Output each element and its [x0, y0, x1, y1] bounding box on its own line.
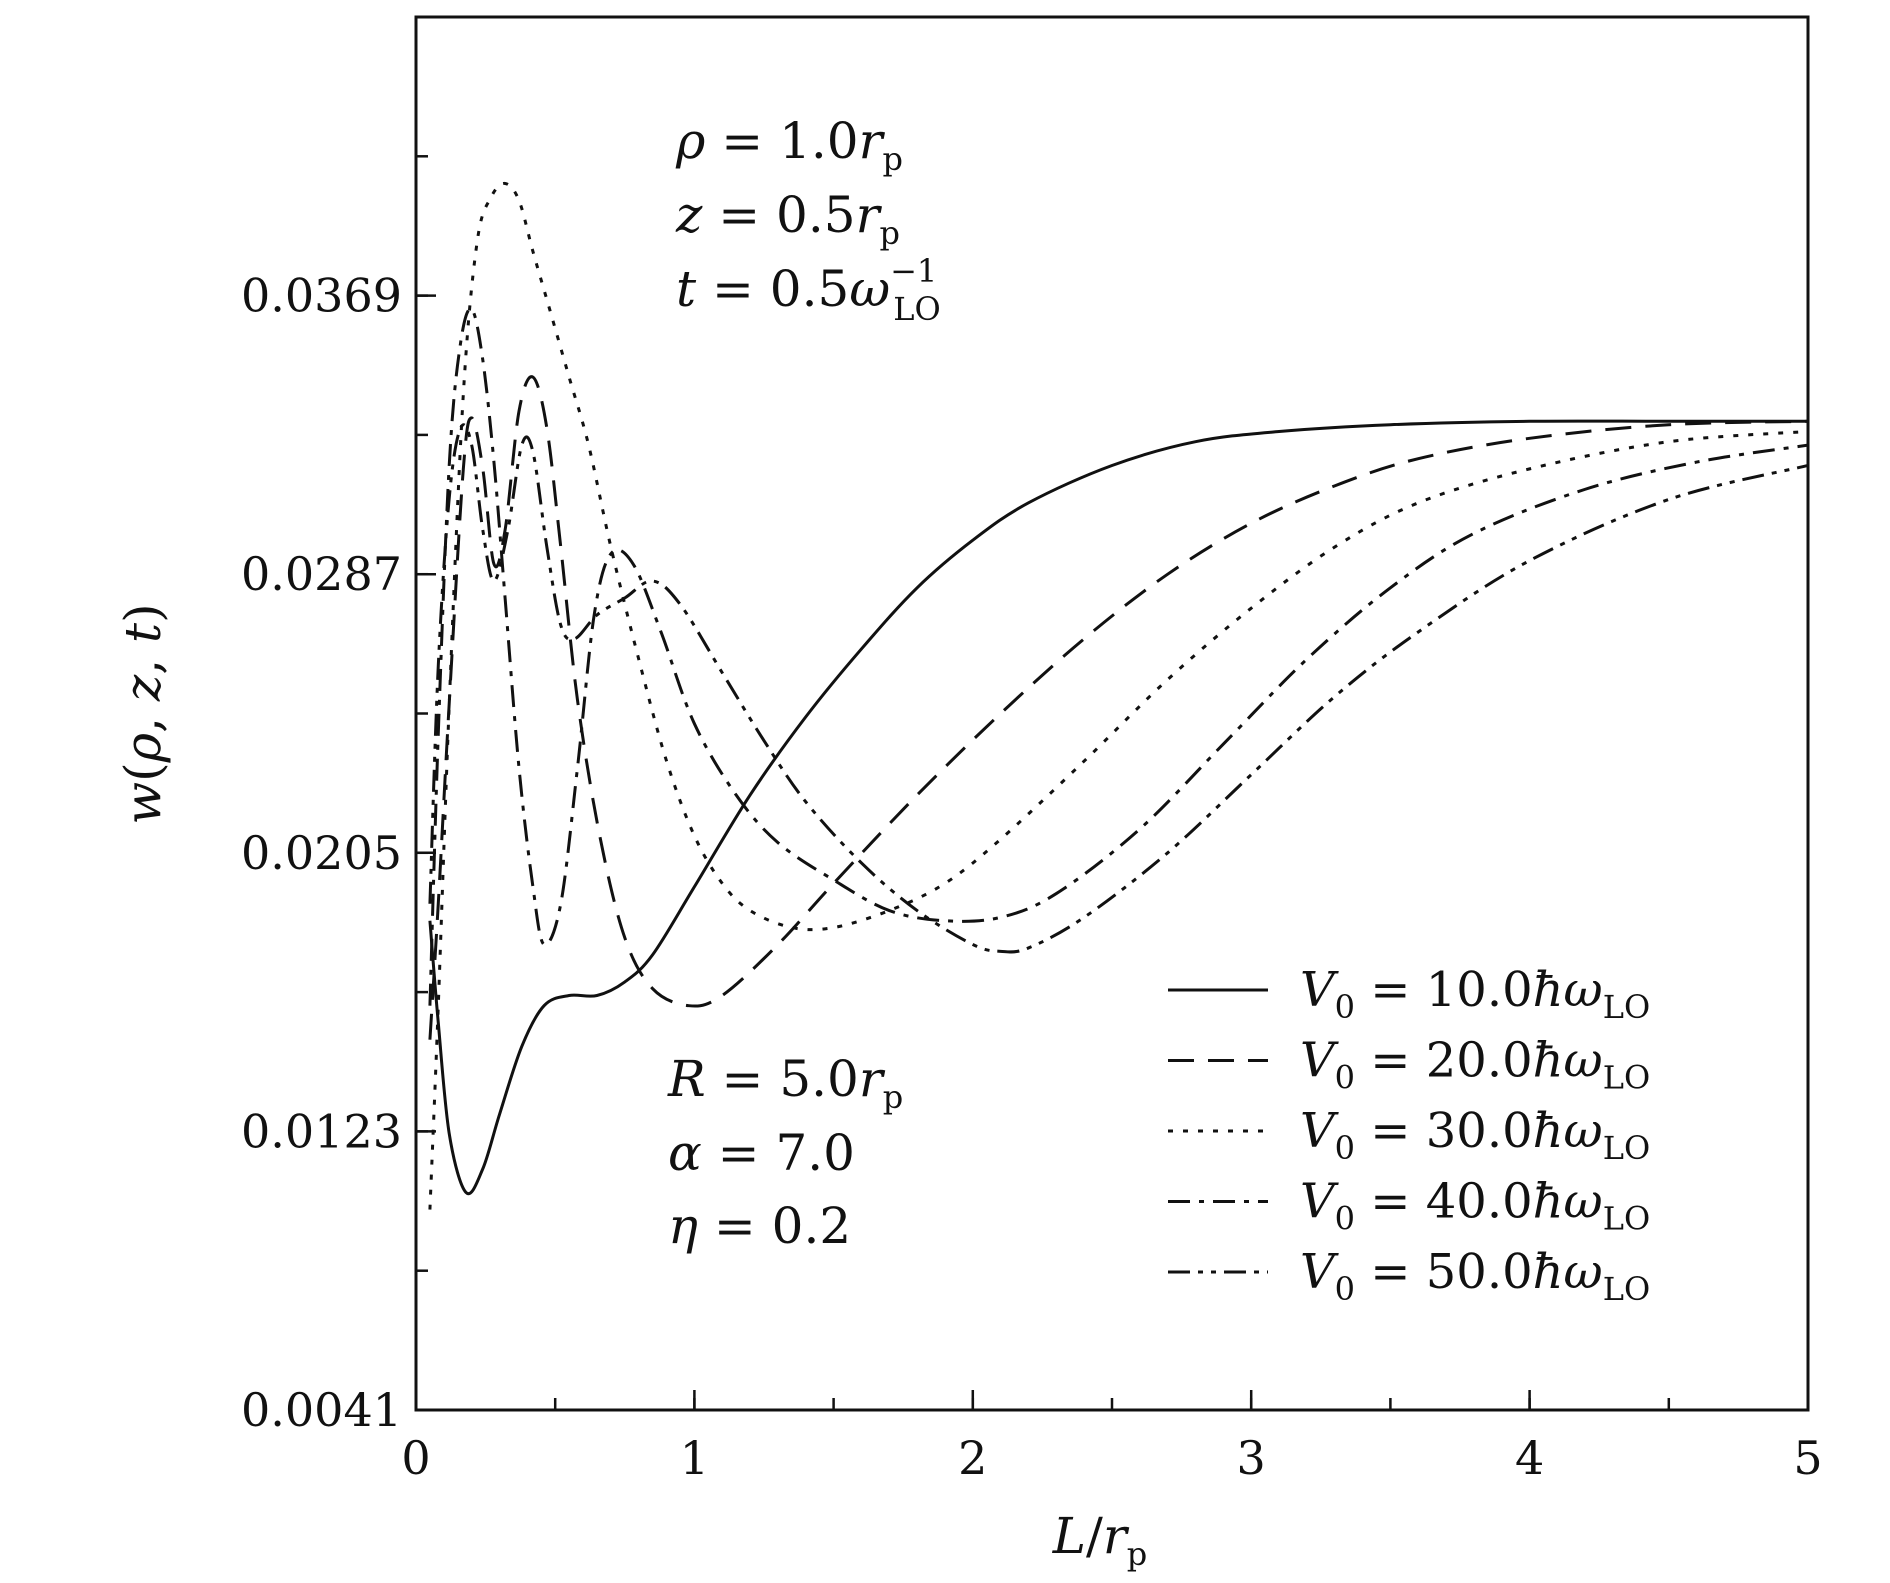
plot-frame: [414, 15, 1810, 1412]
legend-label-5: V0 = 50.0ħωLO: [1300, 1244, 1650, 1308]
x-tick-label: 2: [958, 1431, 987, 1485]
annotation-z: z = 0.5rp: [675, 186, 900, 252]
legend-label-3: V0 = 30.0ħωLO: [1300, 1103, 1650, 1167]
x-tick-label: 5: [1793, 1431, 1822, 1485]
y-axis-title: w(ρ, z, t): [114, 603, 172, 824]
annotation-rho: ρ = 1.0rp: [675, 112, 903, 178]
annotation-bottom: R = 5.0rp α = 7.0 η = 0.2: [667, 1050, 903, 1255]
series-line-4: [428, 307, 1809, 1006]
series-line-3: [428, 181, 1809, 1210]
y-tick-label: 0.0287: [241, 547, 402, 601]
x-tick-label: 0: [401, 1431, 430, 1485]
legend-label-4: V0 = 40.0ħωLO: [1300, 1174, 1650, 1238]
annotation-R: R = 5.0rp: [667, 1050, 903, 1116]
legend-label-1: V0 = 10.0ħωLO: [1300, 962, 1650, 1026]
series-line-1: [428, 419, 1809, 1196]
annotation-t: t = 0.5ω−1 LO: [676, 252, 941, 328]
series-line-5: [428, 423, 1809, 954]
x-tick-label: 4: [1515, 1431, 1544, 1485]
y-tick-label: 0.0041: [241, 1383, 402, 1437]
annotation-eta: η = 0.2: [668, 1197, 851, 1255]
series-line-2: [428, 375, 1809, 1040]
annotation-top: ρ = 1.0rp z = 0.5rp t = 0.5ω−1 LO: [675, 112, 941, 328]
y-tick-labels: 0.0041 0.0123 0.0205 0.0287 0.0369: [241, 269, 402, 1437]
x-tick-label: 1: [680, 1431, 709, 1485]
annotation-alpha: α = 7.0: [668, 1124, 855, 1182]
y-tick-label: 0.0123: [241, 1104, 402, 1158]
x-axis-title: L/rp: [1052, 1507, 1147, 1573]
legend-label-2: V0 = 20.0ħωLO: [1300, 1033, 1650, 1097]
y-tick-label: 0.0369: [241, 269, 402, 323]
y-tick-label: 0.0205: [241, 826, 402, 880]
x-tick-labels: 0 1 2 3 4 5: [401, 1431, 1822, 1485]
series-lines: [428, 181, 1809, 1210]
x-tick-label: 3: [1237, 1431, 1266, 1485]
